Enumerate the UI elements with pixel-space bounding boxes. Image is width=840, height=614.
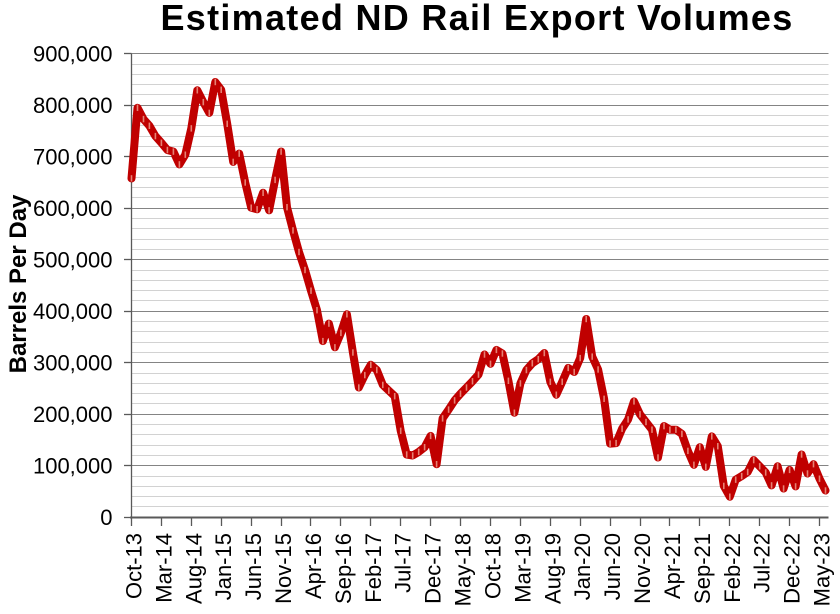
svg-text:700,000: 700,000 [33, 144, 113, 169]
svg-text:300,000: 300,000 [33, 350, 113, 375]
svg-text:600,000: 600,000 [33, 196, 113, 221]
svg-text:Jul-22: Jul-22 [750, 533, 775, 593]
svg-text:Dec-17: Dec-17 [421, 533, 446, 604]
svg-text:Mar-14: Mar-14 [151, 533, 176, 603]
svg-text:Oct-13: Oct-13 [122, 533, 147, 599]
svg-text:Jun-20: Jun-20 [600, 533, 625, 600]
svg-text:Feb-22: Feb-22 [720, 533, 745, 603]
svg-text:Barrels Per Day: Barrels Per Day [5, 194, 32, 373]
svg-text:Aug-14: Aug-14 [181, 533, 206, 604]
svg-text:Estimated ND Rail Export Volum: Estimated ND Rail Export Volumes [160, 0, 793, 38]
svg-text:200,000: 200,000 [33, 402, 113, 427]
svg-text:Apr-16: Apr-16 [301, 533, 326, 599]
svg-text:May-18: May-18 [451, 533, 476, 606]
svg-text:900,000: 900,000 [33, 41, 113, 66]
svg-text:Oct-18: Oct-18 [481, 533, 506, 599]
svg-text:100,000: 100,000 [33, 453, 113, 478]
svg-text:Jun-15: Jun-15 [241, 533, 266, 600]
svg-text:Nov-20: Nov-20 [630, 533, 655, 604]
svg-text:500,000: 500,000 [33, 247, 113, 272]
svg-text:800,000: 800,000 [33, 93, 113, 118]
svg-text:Apr-21: Apr-21 [660, 533, 685, 599]
svg-text:Nov-15: Nov-15 [271, 533, 296, 604]
svg-text:400,000: 400,000 [33, 299, 113, 324]
svg-text:Jul-17: Jul-17 [391, 533, 416, 593]
svg-text:Sep-21: Sep-21 [690, 533, 715, 604]
svg-text:Jan-15: Jan-15 [211, 533, 236, 600]
svg-text:0: 0 [100, 505, 112, 530]
svg-text:Jan-20: Jan-20 [570, 533, 595, 600]
svg-text:Sep-16: Sep-16 [331, 533, 356, 604]
svg-text:Feb-17: Feb-17 [361, 533, 386, 603]
svg-text:Dec-22: Dec-22 [780, 533, 805, 604]
svg-text:Aug-19: Aug-19 [540, 533, 565, 604]
svg-text:Mar-19: Mar-19 [510, 533, 535, 603]
svg-text:May-23: May-23 [810, 533, 835, 606]
